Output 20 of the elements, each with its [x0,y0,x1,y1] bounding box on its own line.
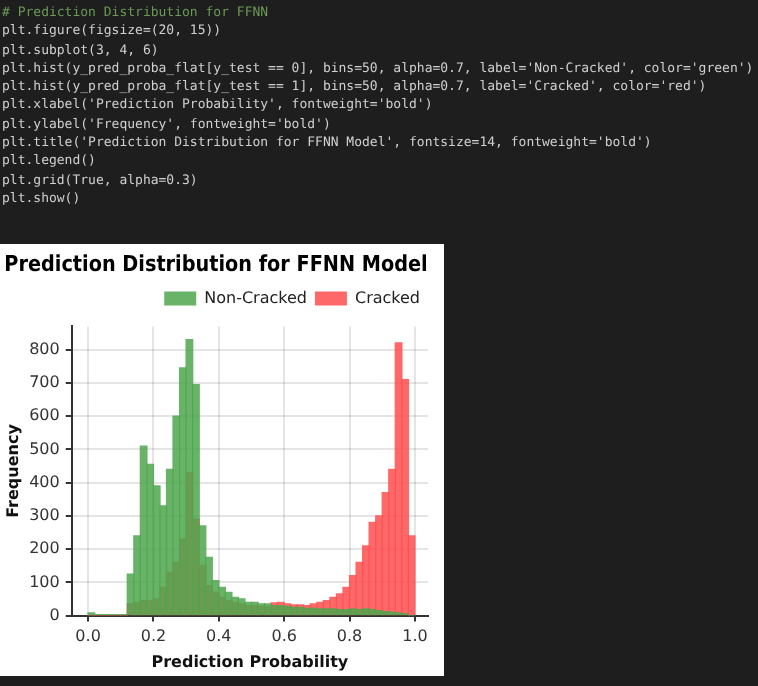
legend-label: Cracked [354,288,421,307]
x-tick-label: 0.0 [75,627,101,646]
y-tick-label: 800 [29,339,60,358]
x-tick-label: 0.6 [271,627,297,646]
legend-label: Non-Cracked [204,288,307,307]
x-tick-label: 0.8 [336,627,363,646]
y-tick-label: 200 [29,539,60,558]
y-tick-label: 0 [49,605,60,624]
x-tick-label: 0.2 [140,627,167,646]
y-tick-label: 600 [29,406,60,425]
y-axis-title: Frequency [3,422,22,518]
x-axis-title: Prediction Probability [151,652,350,671]
x-tick-label: 0.4 [206,627,232,646]
x-tick-label: 1.0 [402,627,428,646]
y-tick-label: 300 [29,506,60,525]
y-tick-label: 700 [29,373,60,392]
y-tick-label: 500 [29,439,60,458]
y-tick-label: 100 [29,572,60,591]
chart-title: Prediction Distribution for FFNN Model [4,251,428,278]
y-tick-label: 400 [29,472,60,491]
